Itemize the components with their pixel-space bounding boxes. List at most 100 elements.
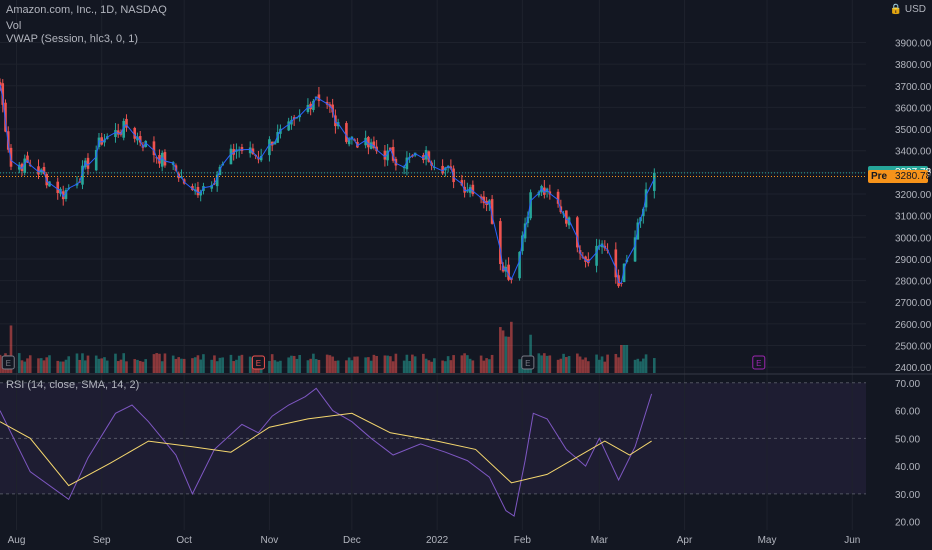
- candle-body: [372, 141, 376, 149]
- candle-body: [94, 150, 98, 171]
- volume-bar: [625, 345, 629, 373]
- currency-label[interactable]: 🔒 USD: [890, 4, 926, 15]
- candle-body: [584, 256, 587, 262]
- volume-bar: [347, 357, 351, 373]
- volume-bar: [653, 358, 656, 373]
- volume-bar: [125, 361, 128, 373]
- candle-body: [86, 157, 90, 169]
- rsi-legend[interactable]: RSI (14, close, SMA, 14, 2): [6, 379, 140, 391]
- volume-legend[interactable]: Vol: [6, 20, 22, 32]
- candle-body: [229, 148, 233, 165]
- candle-body: [622, 263, 626, 283]
- price-axis[interactable]: 2400.00 2500.00 2600.00 2700.00 2800.00 2900.…: [895, 38, 932, 528]
- volume-bar: [42, 360, 46, 373]
- time-axis[interactable]: Aug Sep Oct Nov Dec 2022 Feb Mar Apr May Jun: [8, 535, 861, 546]
- price-tick-label: 3200.00: [895, 190, 932, 201]
- volume-bar: [356, 356, 359, 373]
- volume-bar: [490, 354, 494, 373]
- volume-bar: [578, 356, 582, 373]
- volume-bar: [229, 354, 233, 373]
- candle-body: [367, 136, 370, 148]
- volume-bar: [196, 355, 200, 373]
- rsi-tick-label: 20.00: [895, 518, 920, 529]
- earnings-letter: E: [256, 359, 261, 368]
- candle-body: [468, 187, 472, 193]
- volume-bar: [141, 361, 145, 373]
- candle-body: [138, 136, 142, 143]
- volume-bar: [210, 359, 213, 373]
- volume-bar: [28, 355, 32, 373]
- volume-bar: [191, 358, 194, 373]
- vwap-legend[interactable]: VWAP (Session, hlc3, 0, 1): [6, 33, 139, 45]
- candle-body: [507, 264, 510, 280]
- volume-bar: [279, 360, 282, 373]
- candle-body: [163, 152, 167, 166]
- volume-bar: [273, 360, 277, 373]
- volume-bar: [240, 354, 244, 373]
- symbol-legend[interactable]: Amazon.com, Inc., 1D, NASDAQ: [6, 4, 167, 16]
- volume-bar: [507, 336, 510, 373]
- volume-bar: [584, 357, 587, 373]
- volume-bar: [64, 359, 68, 373]
- volume-bar: [193, 357, 197, 373]
- volume-bar: [353, 356, 356, 373]
- volume-bar: [565, 357, 568, 373]
- candle-body: [26, 155, 29, 163]
- candle-body: [543, 187, 546, 195]
- candle-body: [61, 191, 65, 200]
- volume-bar: [171, 355, 175, 373]
- candle-body: [114, 130, 117, 138]
- candle-body: [248, 147, 252, 154]
- volume-bar: [218, 357, 222, 373]
- candle-body: [210, 185, 213, 189]
- candle-body: [196, 186, 200, 196]
- volume-bar: [114, 353, 117, 373]
- volume-bar: [422, 353, 425, 373]
- vwap-line: [0, 84, 655, 284]
- volume-bar: [75, 353, 79, 373]
- volume-bar: [548, 355, 552, 373]
- price-tick-label: 3600.00: [895, 103, 932, 114]
- rsi-lines: [0, 387, 653, 517]
- volume-bar: [56, 360, 60, 373]
- volume-bar: [83, 360, 87, 373]
- candle-body: [20, 163, 24, 172]
- volume-bar: [639, 361, 642, 373]
- candle-body: [427, 151, 431, 162]
- currency-code: USD: [904, 4, 926, 15]
- volume-bar: [237, 355, 241, 373]
- time-tick-label: Apr: [677, 535, 693, 546]
- volume-bar: [350, 360, 354, 373]
- volume-bar: [394, 353, 398, 373]
- volume-bar: [433, 358, 436, 373]
- price-tick-label: 2500.00: [895, 342, 932, 353]
- volume-bar: [317, 359, 321, 373]
- volume-bar: [510, 321, 513, 373]
- volume-bar: [213, 355, 216, 373]
- volume-bar: [413, 356, 417, 373]
- earnings-letter: E: [525, 359, 530, 368]
- candle-body: [276, 132, 279, 143]
- candle-body: [100, 137, 104, 145]
- volume-bar: [67, 356, 71, 373]
- time-tick-label: Jun: [844, 535, 860, 546]
- pre-market-tag: Pre 3280.78: [868, 170, 931, 183]
- volume-bar: [78, 359, 82, 373]
- earnings-marker: [752, 355, 766, 370]
- volume-bar: [61, 361, 65, 373]
- volume-bar: [232, 361, 235, 373]
- volume-bar: [372, 354, 376, 373]
- volume-bar: [17, 353, 21, 373]
- candle-body: [45, 174, 49, 186]
- volume-bar: [402, 360, 406, 373]
- rsi-tick-label: 70.00: [895, 379, 920, 390]
- volume-bar: [309, 358, 312, 373]
- volume-bar: [389, 356, 392, 373]
- volume-bar: [331, 356, 334, 373]
- candle-body: [9, 147, 13, 167]
- candle-body: [42, 166, 46, 174]
- candle-body: [270, 141, 274, 146]
- earnings-letter: E: [756, 359, 761, 368]
